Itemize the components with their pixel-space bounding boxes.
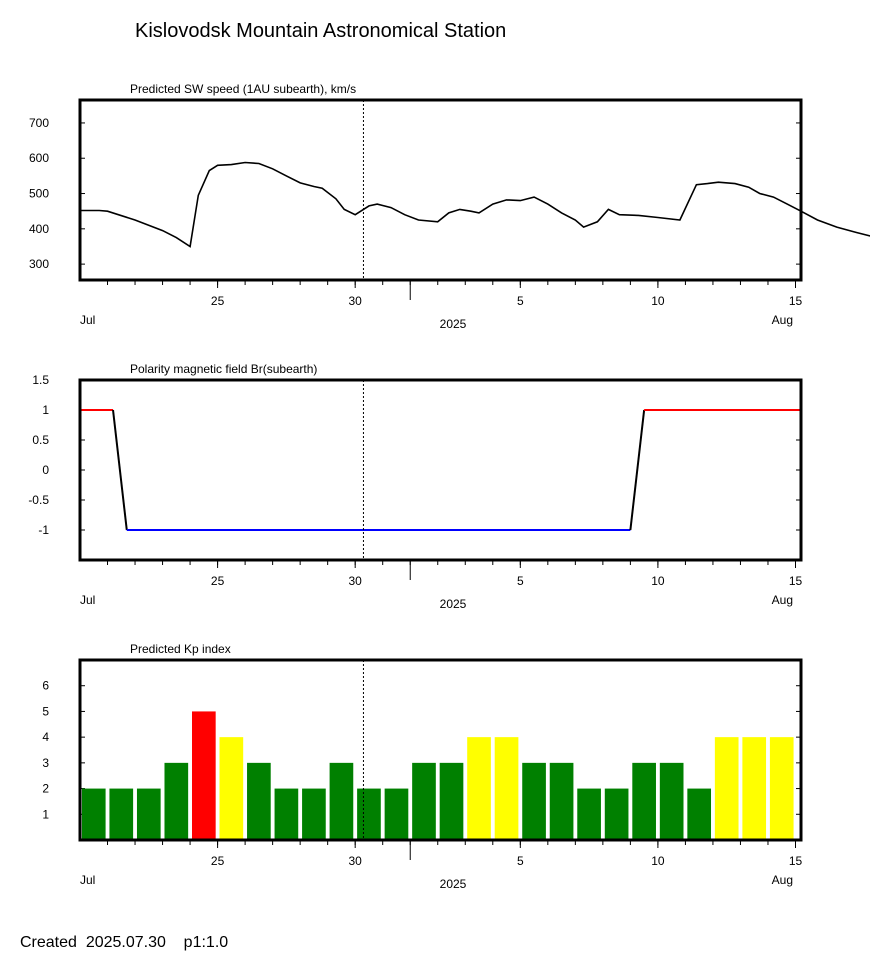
y-tick-label: 1 (42, 403, 49, 417)
kp-bar (494, 737, 519, 840)
x-tick-label: 10 (651, 574, 665, 588)
x-tick-label: 25 (211, 854, 225, 868)
sw-speed-line (80, 161, 870, 248)
kp-bar (577, 788, 601, 840)
kp-bar (632, 762, 656, 840)
y-tick-label: 5 (42, 704, 49, 718)
kp-bar (549, 762, 574, 840)
kp-bar (604, 788, 629, 840)
y-tick-label: 2 (42, 782, 49, 796)
y-tick-label: 0.5 (32, 433, 49, 447)
kp-bar (192, 711, 216, 840)
y-tick-label: 300 (29, 257, 49, 271)
panel-frame (78, 378, 803, 562)
month-start-label: Jul (80, 313, 95, 327)
y-tick-label: 0 (42, 463, 49, 477)
panel-frame (78, 98, 803, 282)
kp-bar (329, 762, 354, 840)
y-tick-label: 400 (29, 222, 49, 236)
panel-frame (78, 658, 803, 842)
panel-title: Polarity magnetic field Br(subearth) (130, 362, 317, 376)
year-label: 2025 (440, 317, 467, 331)
kp-bar (412, 762, 436, 840)
kp-bar (219, 737, 244, 840)
kp-bar (742, 737, 767, 840)
kp-bar (714, 737, 739, 840)
kp-bar (164, 762, 189, 840)
kp-bar (384, 788, 409, 840)
polarity-segment (629, 409, 646, 531)
footer-page: p1:1.0 (183, 934, 229, 951)
kp-bar (136, 788, 161, 840)
y-tick-label: -1 (38, 523, 49, 537)
y-tick-label: 700 (29, 116, 49, 130)
kp-bar (522, 762, 546, 840)
panel-title: Predicted Kp index (130, 642, 231, 656)
y-tick-label: 600 (29, 151, 49, 165)
month-start-label: Jul (80, 873, 95, 887)
kp-bar (687, 788, 712, 840)
x-tick-label: 10 (651, 294, 665, 308)
x-tick-label: 15 (789, 574, 803, 588)
x-tick-label: 15 (789, 294, 803, 308)
month-end-label: Aug (772, 873, 793, 887)
x-tick-label: 5 (517, 854, 524, 868)
x-tick-label: 10 (651, 854, 665, 868)
x-tick-label: 5 (517, 294, 524, 308)
kp-bar (357, 788, 381, 840)
footer: Created 2025.07.30 p1:1.0 (20, 934, 228, 952)
footer-created-label: Created (20, 934, 77, 951)
kp-bar (439, 762, 464, 840)
x-tick-label: 25 (211, 574, 225, 588)
y-tick-label: -0.5 (28, 493, 49, 507)
polarity-segment (112, 409, 128, 531)
year-label: 2025 (440, 877, 467, 891)
y-tick-label: 500 (29, 187, 49, 201)
month-start-label: Jul (80, 593, 95, 607)
kp-bar (274, 788, 299, 840)
x-tick-label: 25 (211, 294, 225, 308)
x-tick-label: 5 (517, 574, 524, 588)
x-tick-label: 30 (349, 854, 363, 868)
x-tick-label: 30 (349, 574, 363, 588)
kp-bar (659, 762, 684, 840)
month-end-label: Aug (772, 593, 793, 607)
y-tick-label: 1.5 (32, 373, 49, 387)
panel-title: Predicted SW speed (1AU subearth), km/s (130, 82, 356, 96)
x-tick-label: 15 (789, 854, 803, 868)
kp-bar (247, 762, 271, 840)
month-end-label: Aug (772, 313, 793, 327)
kp-bar (81, 788, 106, 840)
page-title: Kislovodsk Mountain Astronomical Station (135, 20, 507, 42)
y-tick-label: 3 (42, 756, 49, 770)
y-tick-label: 6 (42, 679, 49, 693)
footer-date: 2025.07.30 (85, 934, 166, 951)
kp-bar (109, 788, 134, 840)
kp-bar (302, 788, 326, 840)
kp-bar (769, 737, 794, 840)
y-tick-label: 1 (42, 807, 49, 821)
year-label: 2025 (440, 597, 467, 611)
y-tick-label: 4 (42, 730, 49, 744)
kp-bar (467, 737, 491, 840)
x-tick-label: 30 (349, 294, 363, 308)
